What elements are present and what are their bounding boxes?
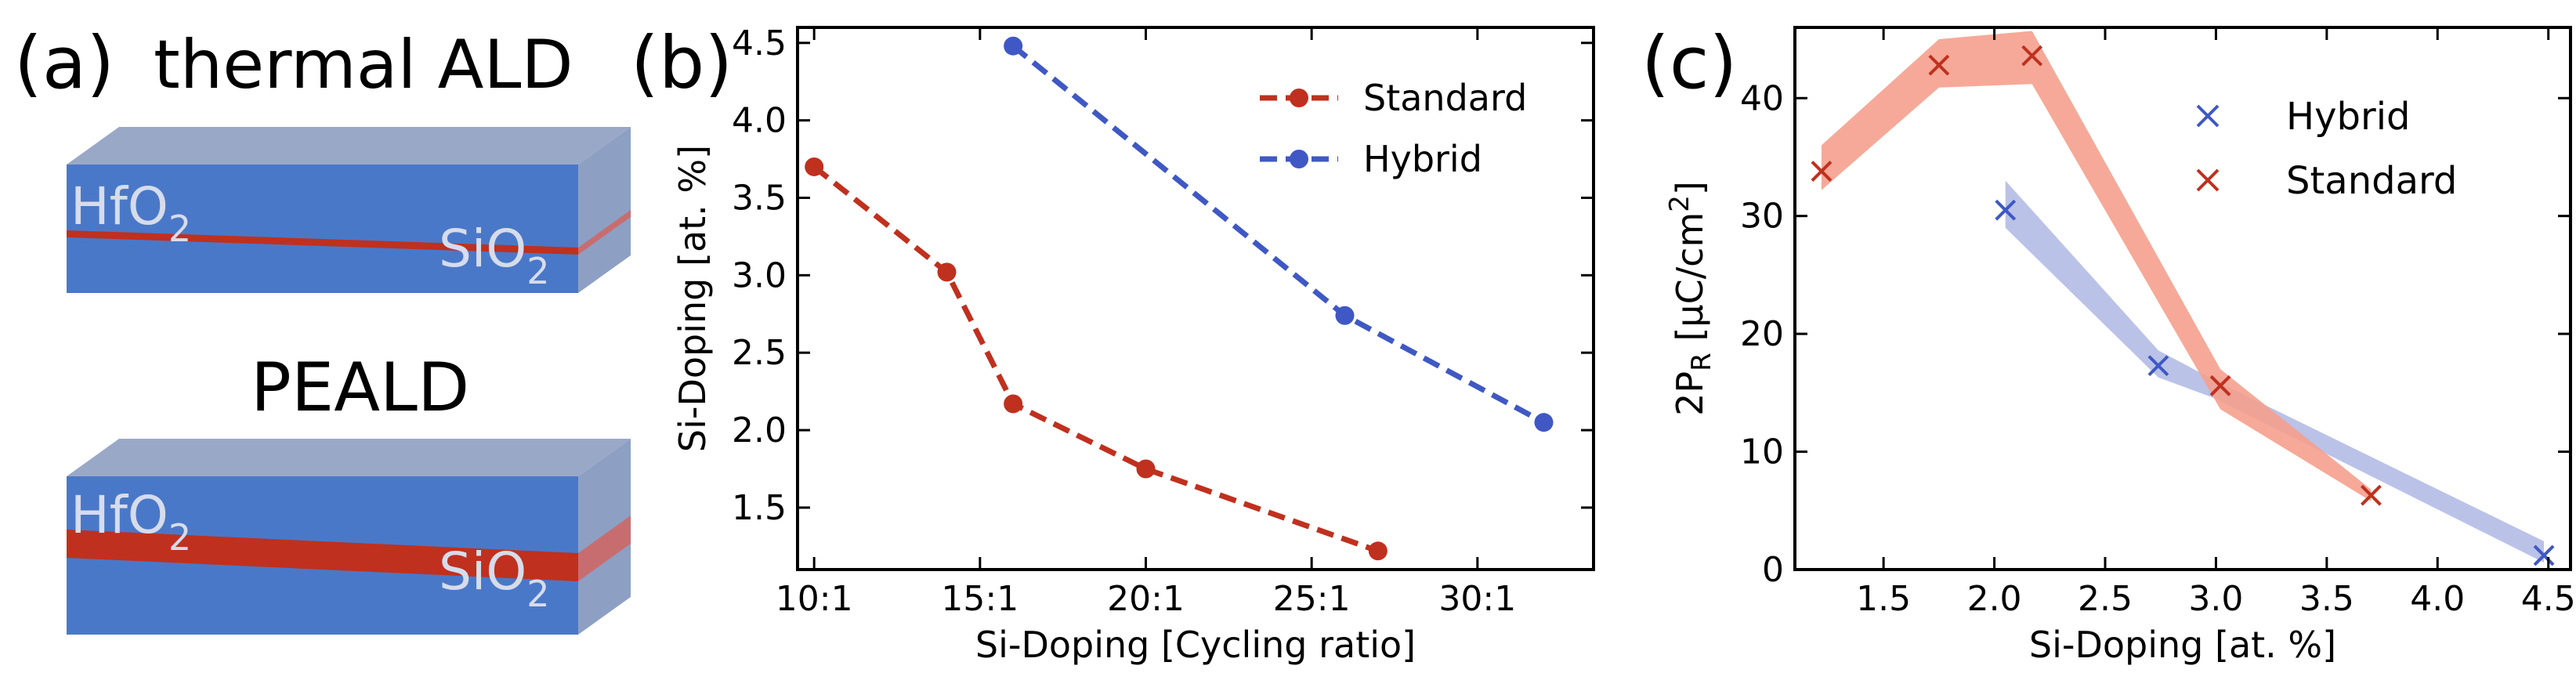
y-tick-label: 2.0: [732, 411, 787, 450]
data-point-hybrid: [1534, 413, 1554, 432]
x-tick-label: 20:1: [1107, 579, 1185, 619]
panel-c-x-axis-label: Si-Doping [at. %]: [2029, 624, 2336, 666]
data-point-standard: [805, 157, 824, 176]
panel-c-bands: [1821, 31, 2545, 563]
thermal-ald-block: HfO2 SiO2: [67, 127, 631, 293]
legend-label: Standard: [2286, 159, 2457, 203]
peald-block: HfO2 SiO2: [67, 439, 631, 635]
uncertainty-band-standard: [1821, 31, 2372, 501]
y-tick-label: 3.5: [732, 178, 787, 218]
panel-a-title-thermal: thermal ALD: [154, 26, 573, 104]
y-tick-label: 20: [1740, 314, 1784, 354]
panel-b-legend: Standard Hybrid: [1260, 77, 1527, 180]
panel-b-y-axis-label: Si-Doping [at. %]: [671, 145, 714, 452]
panel-c-label: (c): [1641, 21, 1737, 105]
data-point-standard: [1811, 161, 1833, 182]
x-marker-stroke: [1811, 161, 1833, 182]
panel-b-ticks: 10:1 15:1 20:1 25:1 30:1 1.5 2.0 2.5 3.0 3.5 4.0 4.…: [732, 24, 1594, 619]
x-tick-label: 15:1: [941, 579, 1018, 619]
panel-c-ticks: 1.5 2.0 2.5 3.0 3.5 4.0 4.5 0 10 20 30 40: [1740, 27, 2576, 619]
y-tick-label: 4.5: [732, 24, 787, 63]
panel-c-points: [1811, 45, 2555, 566]
legend-swatch-marker: [2196, 104, 2220, 128]
block-top-face: [67, 127, 631, 165]
y-tick-label: 30: [1740, 197, 1784, 237]
panel-b-x-axis-label: Si-Doping [Cycling ratio]: [975, 624, 1416, 666]
x-marker-stroke: [2361, 484, 2382, 506]
panel-c-legend: Hybrid Standard: [2196, 95, 2457, 203]
legend-swatch-marker: [2196, 168, 2220, 192]
x-tick-label: 2.0: [1967, 579, 2022, 619]
block-top-face: [67, 439, 631, 476]
panel-b-label: (b): [631, 21, 733, 105]
x-tick-label: 25:1: [1273, 579, 1351, 619]
x-tick-label: 30:1: [1438, 579, 1516, 619]
x-marker-stroke: [2147, 355, 2169, 377]
panel-a-title-peald: PEALD: [251, 349, 469, 427]
data-point-standard: [1928, 54, 1950, 76]
hfo2-label: HfO2: [71, 176, 191, 250]
data-point-hybrid: [1004, 36, 1023, 56]
series-line-standard: [812, 165, 1380, 554]
data-point-hybrid: [2533, 544, 2555, 566]
block-side-face: [578, 127, 631, 293]
x-tick-label: 3.5: [2299, 579, 2354, 619]
data-point-standard: [1004, 394, 1023, 414]
x-marker-stroke: [2209, 374, 2231, 396]
legend-label: Hybrid: [1363, 138, 1482, 180]
data-point-standard: [2021, 45, 2043, 67]
y-tick-label: 40: [1740, 78, 1784, 118]
x-tick-label: 1.5: [1856, 579, 1911, 619]
x-tick-label: 3.0: [2188, 579, 2243, 619]
panel-b: (b) 10:1 15:1 20:1 25:1 30:1 1.5 2.0 2.5 3.0 3.5 4…: [631, 21, 1595, 666]
panel-b-points: [805, 36, 1554, 561]
panel-c-y-axis-label: 2PR [µC/cm2]: [1664, 181, 1717, 416]
x-tick-label: 10:1: [776, 579, 853, 619]
x-tick-label: 2.5: [2078, 579, 2133, 619]
panel-b-series-lines: [812, 44, 1546, 554]
sio2-label: SiO2: [439, 541, 549, 615]
y-tick-label: 2.5: [732, 333, 787, 373]
x-tick-label: 4.5: [2521, 579, 2576, 619]
x-marker-stroke: [2533, 544, 2555, 566]
y-tick-label: 10: [1740, 432, 1784, 472]
block-front-face: [67, 165, 578, 293]
x-marker-stroke: [1995, 199, 2017, 221]
x-marker-stroke: [2021, 45, 2043, 67]
panel-c-axes-frame: [1793, 26, 2572, 571]
y-tick-label: 4.0: [732, 101, 787, 141]
legend-swatch-marker: [1290, 89, 1308, 107]
sio2-label: SiO2: [439, 219, 549, 292]
data-point-standard: [1136, 459, 1156, 479]
data-point-standard: [2361, 484, 2382, 506]
sio2-thin-layer-side: [578, 210, 631, 255]
data-point-hybrid: [1995, 199, 2017, 221]
data-point-standard: [2209, 374, 2231, 396]
y-tick-label: 3.0: [732, 255, 787, 295]
x-tick-label: 4.0: [2410, 579, 2465, 619]
sio2-thin-layer: [67, 230, 578, 255]
hfo2-label: HfO2: [71, 485, 191, 559]
panel-b-axes-frame: [796, 26, 1595, 571]
data-point-hybrid: [2147, 355, 2169, 377]
legend-label: Hybrid: [2286, 95, 2411, 139]
x-marker-stroke: [1928, 54, 1950, 76]
data-point-standard: [1368, 541, 1387, 561]
legend-swatch-marker: [1290, 150, 1308, 168]
data-point-standard: [937, 262, 957, 282]
uncertainty-band-hybrid: [2005, 180, 2545, 563]
y-tick-label: 1.5: [732, 488, 787, 528]
sio2-thick-layer: [67, 530, 578, 581]
panel-a-label: (a): [14, 21, 114, 105]
legend-label: Standard: [1363, 77, 1527, 119]
panel-c: (c) 1.5 2.0 2.5 3.0 3.5 4.0 4.5 0 10 20 30 40 Si-Do…: [1641, 21, 2576, 666]
data-point-hybrid: [1335, 306, 1355, 325]
sio2-thick-layer-side: [578, 516, 631, 581]
y-tick-label: 0: [1762, 550, 1784, 590]
panel-a: (a) thermal ALD PEALD HfO2 SiO2 HfO2 SiO…: [14, 21, 631, 635]
